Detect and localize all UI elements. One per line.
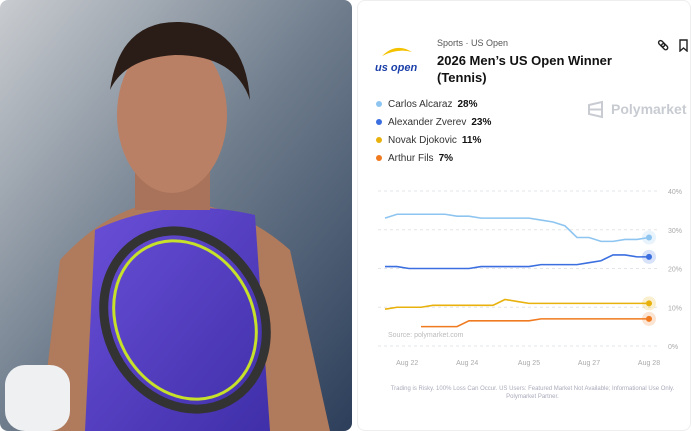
bookmark-icon[interactable] <box>679 39 688 52</box>
x-tick-label: Aug 25 <box>518 360 540 367</box>
x-tick-label: Aug 27 <box>578 360 600 367</box>
legend-name: Arthur Fils <box>388 153 434 164</box>
legend-value: 23% <box>471 117 491 128</box>
legend-value: 7% <box>439 153 454 164</box>
market-title[interactable]: 2026 Men’s US Open Winner (Tennis) <box>437 53 612 85</box>
legend-dot <box>376 101 382 107</box>
chart: 0% 10% 20% 30% 40% Aug 22 Aug 24 Aug 25 Aug 27 Au… <box>376 99 682 367</box>
brand-icon <box>588 100 603 119</box>
legend-dot <box>376 137 382 143</box>
source: Source: polymarket.com <box>388 332 464 339</box>
y-tick-label: 30% <box>668 228 682 235</box>
end-dot <box>646 300 652 307</box>
series-line <box>421 318 649 328</box>
hair <box>110 21 250 100</box>
logo: us open <box>375 62 418 74</box>
series-line <box>384 213 650 243</box>
y-tick-label: 0% <box>668 344 678 351</box>
legend-value: 28% <box>457 99 477 110</box>
y-tick-label: 10% <box>668 305 682 312</box>
x-tick-label: Aug 24 <box>456 360 478 367</box>
actions <box>657 39 688 52</box>
face <box>117 37 227 193</box>
legend-name: Novak Djokovic <box>388 135 457 146</box>
legend-dot <box>376 155 382 161</box>
end-dot <box>646 253 652 260</box>
end-dot <box>646 315 652 322</box>
sleeve <box>5 365 70 431</box>
legend-value: 11% <box>462 135 482 146</box>
photo <box>0 0 352 431</box>
legend-dot <box>376 119 382 125</box>
market-card <box>357 0 691 431</box>
end-dot <box>646 234 652 241</box>
disclaimer: Trading is Risky. 100% Loss Can Occur. U… <box>390 386 675 400</box>
legend-name: Carlos Alcaraz <box>388 99 452 110</box>
legend-name: Alexander Zverev <box>388 117 466 128</box>
link-icon[interactable] <box>657 39 669 51</box>
logo-icon <box>382 47 412 56</box>
x-tick-label: Aug 22 <box>396 360 418 367</box>
y-tick-label: 40% <box>668 189 682 196</box>
y-tick-label: 20% <box>668 267 682 274</box>
x-tick-label: Aug 28 <box>638 360 660 367</box>
racket <box>99 226 271 414</box>
series-line <box>384 298 649 310</box>
photo-art <box>0 0 352 431</box>
brand: Polymarket <box>611 101 687 117</box>
racket-rim <box>112 239 258 401</box>
breadcrumb[interactable]: Sports · US Open <box>437 38 509 48</box>
series-line <box>385 254 649 270</box>
